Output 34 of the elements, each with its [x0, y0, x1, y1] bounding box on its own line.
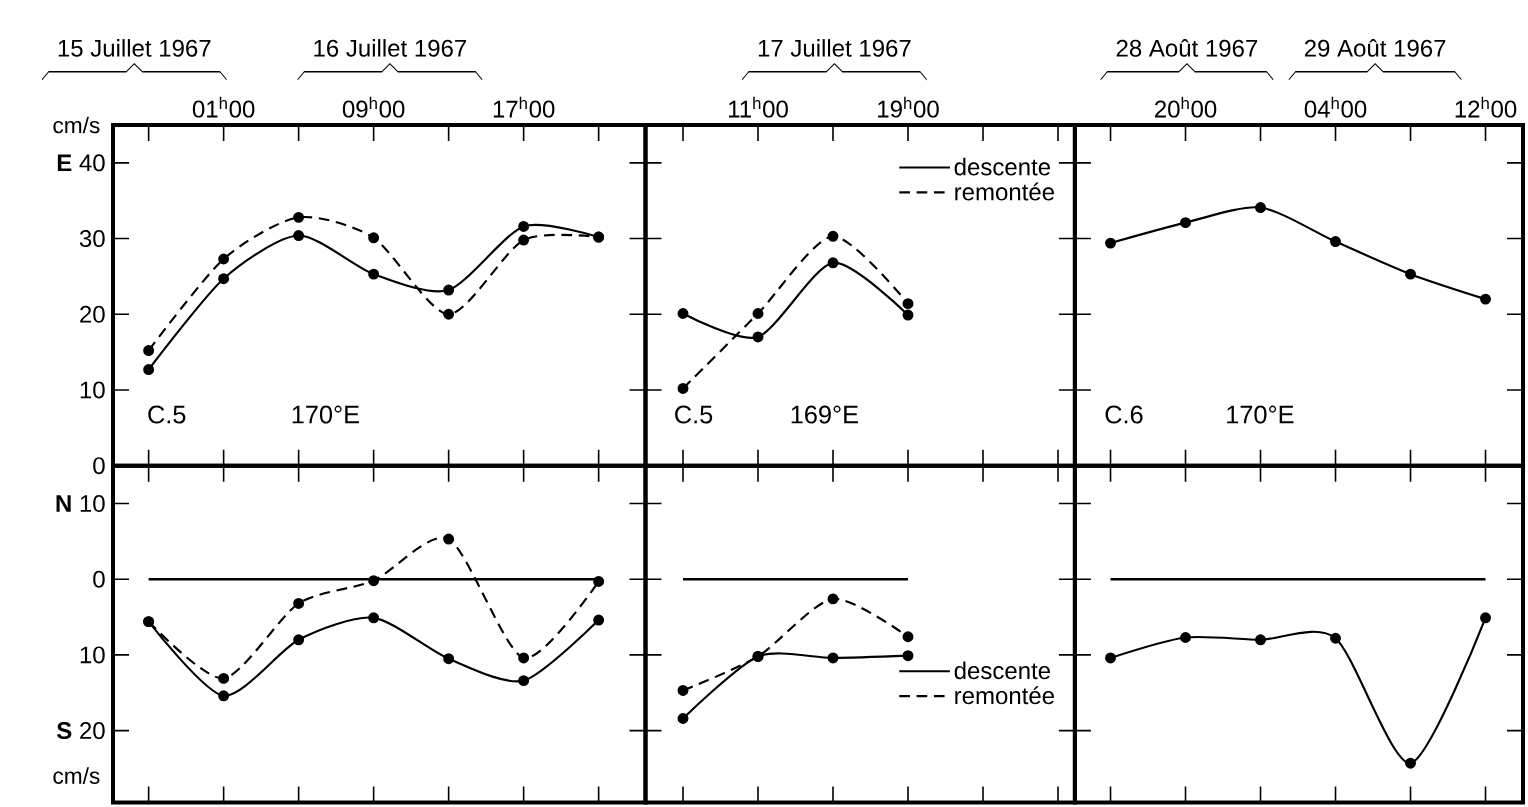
y-tick-label: 0 — [93, 570, 105, 588]
x-tick-label: 17$^{h}$00 — [493, 96, 555, 118]
annotation: C.5 — [675, 405, 713, 424]
y-tick-label: S 20 — [56, 722, 105, 740]
x-tick-label: 01$^{h}$00 — [192, 96, 255, 118]
annotation: 170°E — [1227, 405, 1294, 424]
y-tick-label: 30 — [79, 230, 105, 248]
x-tick-label: 04$^{h}$00 — [1304, 96, 1367, 118]
legend-label: descente — [954, 157, 1050, 176]
text: 17 Juillet 1967 — [758, 39, 911, 57]
x-tick-label: 11$^{h}$00 — [729, 96, 788, 118]
text: 29 Août 1967 — [1304, 39, 1446, 57]
legend-label: remontée — [955, 686, 1054, 705]
legend-label: remontée — [955, 182, 1054, 201]
y-tick-label: 10 — [80, 381, 105, 399]
x-tick-label: 19$^{h}$00 — [878, 96, 939, 118]
annotation: 169°E — [791, 405, 858, 424]
y-tick-label: E 40 — [57, 154, 105, 172]
x-tick-label: 09$^{h}$00 — [342, 96, 405, 118]
annotation: C.5 — [148, 405, 186, 424]
legend-label: descente — [954, 661, 1050, 680]
text: 28 Août 1967 — [1116, 39, 1258, 57]
y-tick-label: 20 — [80, 305, 105, 323]
y-axis-title: cm/s — [53, 116, 100, 134]
annotation: C.6 — [1105, 405, 1143, 424]
text: 15 Juillet 1967 — [58, 39, 211, 57]
x-tick-label: 20$^{h}$00 — [1155, 96, 1217, 118]
x-tick-label: 12$^{h}$00 — [1455, 96, 1517, 118]
y-tick-label: 10 — [80, 646, 105, 664]
y-tick-label: N 10 — [56, 495, 105, 512]
annotation: 170°E — [292, 405, 359, 424]
y-axis-title: cm/s — [53, 767, 100, 784]
y-tick-label: 0 — [93, 457, 105, 475]
text: 16 Juillet 1967 — [314, 39, 467, 57]
